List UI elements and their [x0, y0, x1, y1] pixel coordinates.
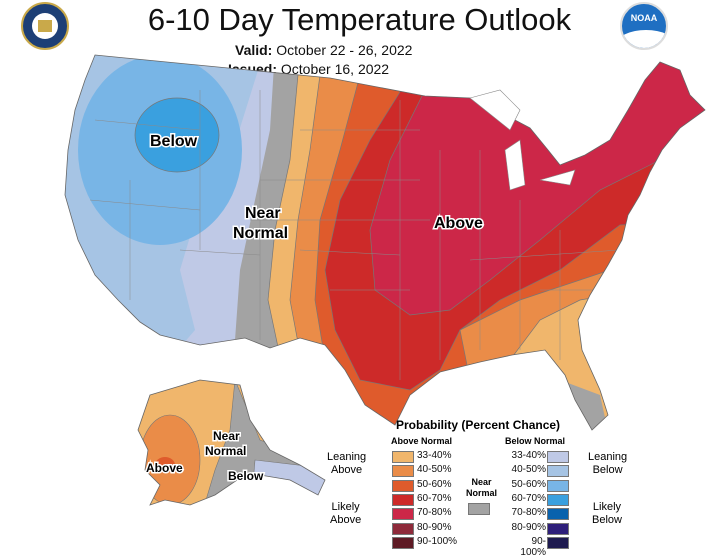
leaning-below-1: Leaning: [588, 451, 628, 463]
alaska-outline: [137, 379, 326, 506]
region-above-70-80: [369, 55, 705, 316]
label-below: Below: [150, 133, 198, 150]
below-swatch: [547, 479, 569, 492]
page-title: 6-10 Day Temperature Outlook: [147, 2, 572, 37]
ak-above-50-60: [155, 457, 175, 473]
above-swatch: [392, 451, 414, 463]
region-below-60-70: [134, 97, 220, 173]
above-swatch: [392, 493, 414, 506]
near-normal-swatch: [468, 503, 490, 515]
ak-label-below: Below: [228, 469, 264, 483]
likely-below-1: Likely: [592, 501, 622, 513]
noaa-logo: NOAA: [620, 2, 668, 50]
above-range: 60-70%: [417, 492, 452, 504]
below-range: 33-40%: [511, 450, 546, 461]
above-range: 90-100%: [417, 535, 458, 547]
above-range: 50-60%: [417, 478, 452, 490]
state-borders: [89, 90, 621, 380]
below-range: 90-100%: [520, 535, 546, 558]
below-range: 60-70%: [511, 492, 546, 504]
likely-below-label: Likely Below: [592, 501, 622, 527]
below-swatch: [547, 508, 569, 521]
leaning-above-1: Leaning: [327, 451, 367, 463]
valid-value: October 22 - 26, 2022: [276, 42, 413, 58]
legend-title: Probability (Percent Chance): [396, 418, 561, 432]
above-swatch: [392, 508, 414, 521]
leaning-below-label: Leaning Below: [588, 451, 627, 477]
ak-label-above: Above: [146, 461, 183, 475]
below-swatch: [547, 493, 569, 506]
near-normal-label: Near Normal: [466, 477, 497, 499]
label-normal: Normal: [233, 225, 288, 242]
ak-label-near: Near: [213, 429, 240, 443]
doc-seal-logo: [21, 2, 69, 50]
near-normal-1: Near: [471, 477, 492, 487]
above-range: 33-40%: [417, 450, 452, 461]
label-above: Above: [434, 215, 483, 232]
below-swatch: [547, 465, 569, 478]
above-range: 80-90%: [417, 521, 452, 533]
above-swatch: [392, 522, 414, 535]
ak-label-normal: Normal: [205, 444, 246, 458]
valid-dates: Valid: October 22 - 26, 2022: [235, 42, 412, 58]
likely-above-1: Likely: [331, 501, 360, 513]
below-swatch: [547, 451, 569, 463]
likely-above-label: Likely Above: [330, 501, 361, 527]
leaning-below-2: Below: [592, 464, 623, 476]
issued-value: October 16, 2022: [280, 61, 390, 77]
valid-label: Valid:: [235, 42, 273, 58]
below-range: 40-50%: [511, 464, 546, 476]
below-range: 70-80%: [511, 507, 546, 519]
noaa-logo-text: NOAA: [630, 13, 658, 23]
below-swatch: [547, 522, 569, 535]
likely-above-2: Above: [330, 514, 362, 526]
great-lakes: [469, 89, 576, 191]
above-range: 40-50%: [417, 464, 452, 476]
likely-below-2: Below: [592, 514, 622, 526]
above-swatch: [392, 536, 414, 549]
label-near: Near: [245, 205, 281, 222]
leaning-above-2: Above: [330, 464, 363, 476]
below-swatch: [547, 536, 569, 549]
leaning-above-label: Leaning Above: [327, 451, 366, 477]
above-range: 70-80%: [417, 507, 452, 519]
below-normal-header: Below Normal: [505, 436, 566, 446]
conus-outline: [64, 54, 706, 431]
above-swatch: [392, 479, 414, 492]
near-normal-2: Normal: [466, 488, 498, 498]
above-swatch: [392, 465, 414, 478]
below-range: 50-60%: [511, 478, 546, 490]
below-range: 80-90%: [511, 521, 546, 533]
above-normal-header: Above Normal: [391, 436, 453, 446]
